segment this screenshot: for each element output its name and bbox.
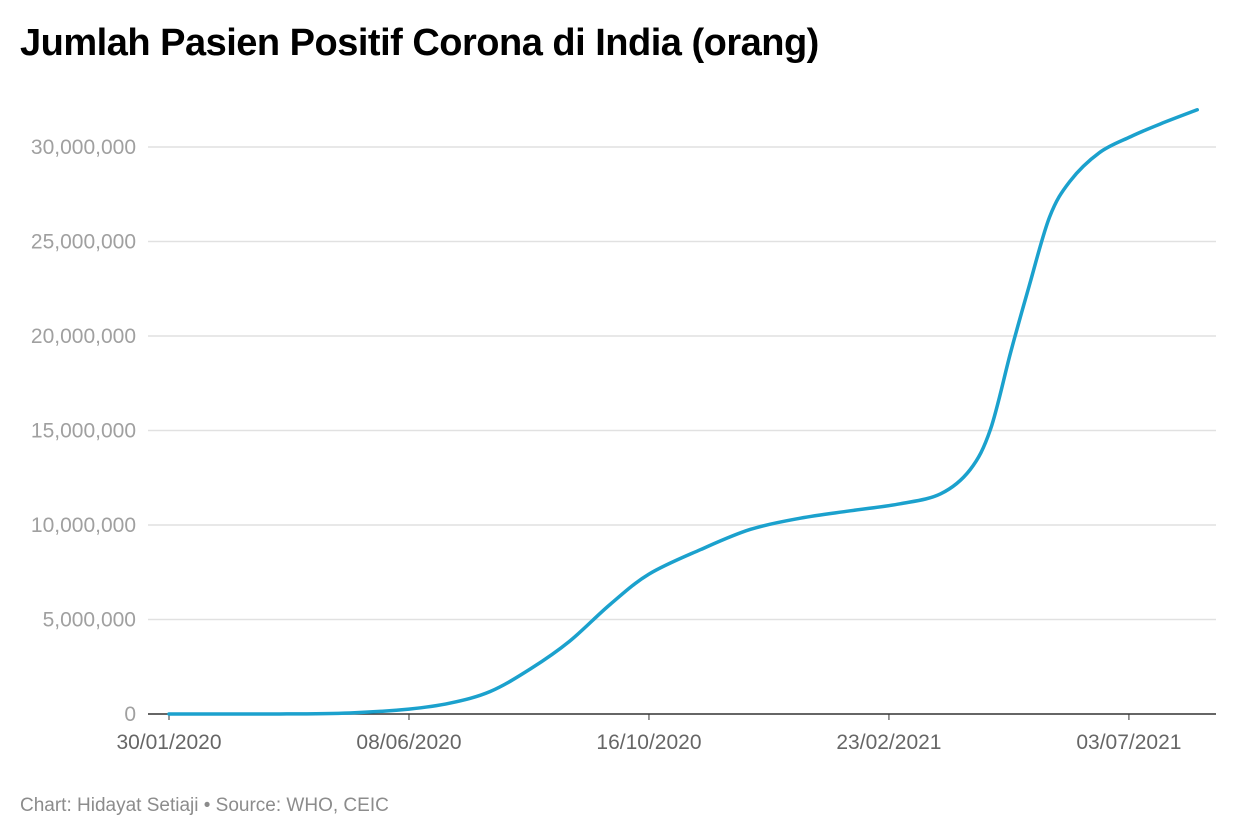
series-line [167, 108, 1199, 716]
y-tick-label: 25,000,000 [31, 231, 136, 254]
y-tick-label: 15,000,000 [31, 420, 136, 443]
y-tick-label: 30,000,000 [31, 136, 136, 159]
y-tick-label: 0 [124, 703, 136, 726]
x-tick-label: 03/07/2021 [1076, 731, 1181, 754]
x-tick-label: 16/10/2020 [596, 731, 701, 754]
chart-title: Jumlah Pasien Positif Corona di India (o… [20, 22, 819, 64]
chart-footer: Chart: Hidayat Setiaji • Source: WHO, CE… [20, 795, 389, 816]
y-tick-label: 10,000,000 [31, 514, 136, 537]
y-tick-label: 5,000,000 [43, 609, 136, 632]
x-tick-label: 30/01/2020 [116, 731, 221, 754]
y-tick-label: 20,000,000 [31, 325, 136, 348]
x-tick-label: 23/02/2021 [836, 731, 941, 754]
x-tick-label: 08/06/2020 [356, 731, 461, 754]
